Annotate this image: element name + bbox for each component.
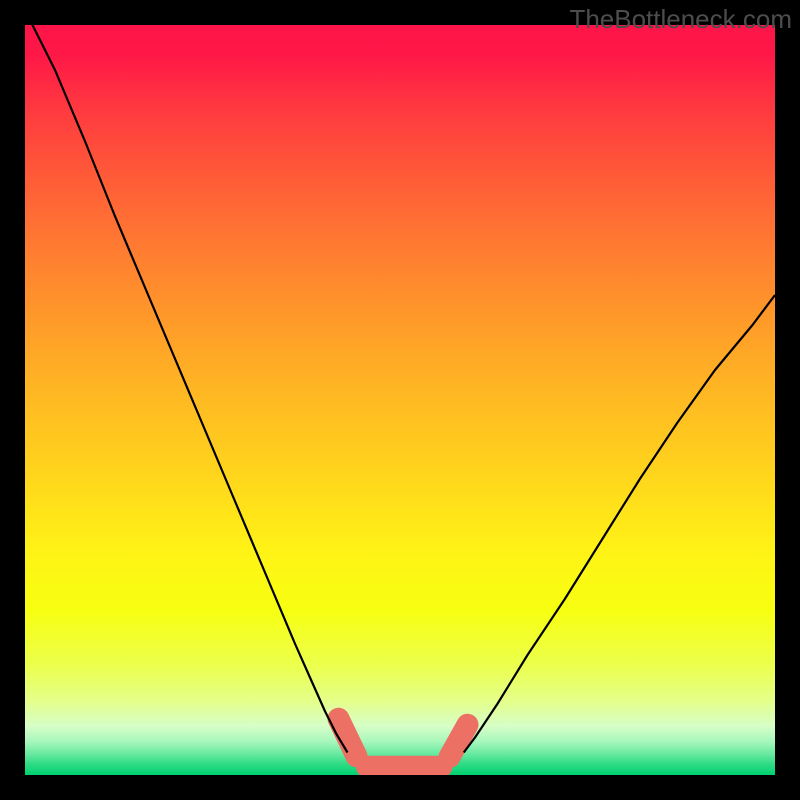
- bottleneck-curve-branch: [25, 25, 348, 753]
- chart-area: [25, 25, 775, 775]
- chart-svg: [25, 25, 775, 775]
- watermark-text: TheBottleneck.com: [569, 4, 792, 35]
- marker-layer: [339, 719, 468, 767]
- curve-layer: [25, 25, 775, 753]
- bottleneck-curve-branch: [464, 295, 775, 753]
